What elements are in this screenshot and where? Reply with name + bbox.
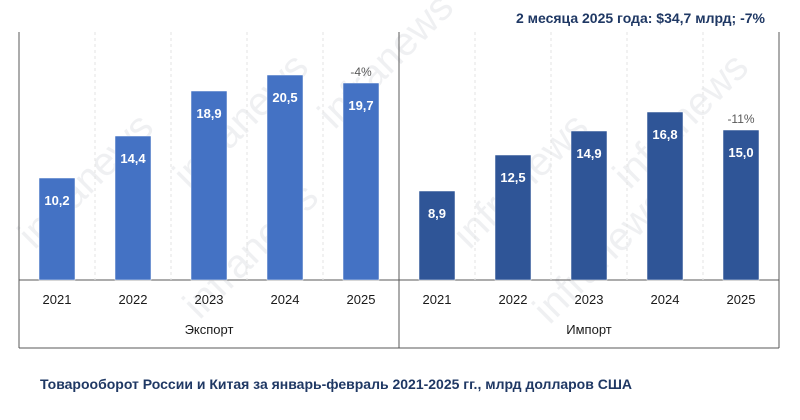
bar-import-2023 xyxy=(570,130,608,281)
bar-import-2021 xyxy=(418,190,456,281)
bar-export-2022 xyxy=(114,135,152,281)
bar-value-label: 10,2 xyxy=(44,193,69,208)
x-tick-label: 2021 xyxy=(423,292,452,307)
x-tick-label: 2021 xyxy=(43,292,72,307)
bar-export-2023 xyxy=(190,90,228,281)
bar-value-label: 15,0 xyxy=(728,145,753,160)
bar-value-label: 18,9 xyxy=(196,106,221,121)
bar-value-label: 19,7 xyxy=(348,98,373,113)
bar-import-2025 xyxy=(722,129,760,281)
labels-layer: 10,2 2021 14,4 2022 18,9 2023 20,5 2024 19,7 2025… xyxy=(43,65,756,337)
bar-value-label: 8,9 xyxy=(428,206,446,221)
x-tick-label: 2023 xyxy=(195,292,224,307)
bar-export-2025 xyxy=(342,82,380,281)
bar-value-label: 14,4 xyxy=(120,151,146,166)
x-tick-label: 2024 xyxy=(271,292,300,307)
bar-import-2024 xyxy=(646,111,684,281)
x-tick-label: 2022 xyxy=(499,292,528,307)
change-label: -4% xyxy=(350,65,372,79)
x-tick-label: 2022 xyxy=(119,292,148,307)
watermark-text: infranews xyxy=(310,0,462,137)
bar-value-label: 12,5 xyxy=(500,170,525,185)
bar-export-2021 xyxy=(38,177,76,281)
chart-caption: Товарооборот России и Китая за январь-фе… xyxy=(40,376,632,392)
x-tick-label: 2023 xyxy=(575,292,604,307)
x-tick-label: 2025 xyxy=(727,292,756,307)
group-label-import: Импорт xyxy=(566,322,611,337)
chart-headline: 2 месяца 2025 года: $34,7 млрд; -7% xyxy=(516,10,766,26)
group-label-export: Экспорт xyxy=(185,322,234,337)
change-label: -11% xyxy=(727,112,754,126)
bar-value-label: 14,9 xyxy=(576,146,601,161)
bar-import-2022 xyxy=(494,154,532,281)
bar-export-2024 xyxy=(266,74,304,281)
x-tick-label: 2024 xyxy=(651,292,680,307)
x-tick-label: 2025 xyxy=(347,292,376,307)
bar-value-label: 20,5 xyxy=(272,90,297,105)
bars-layer xyxy=(38,74,760,281)
bar-value-label: 16,8 xyxy=(652,127,677,142)
